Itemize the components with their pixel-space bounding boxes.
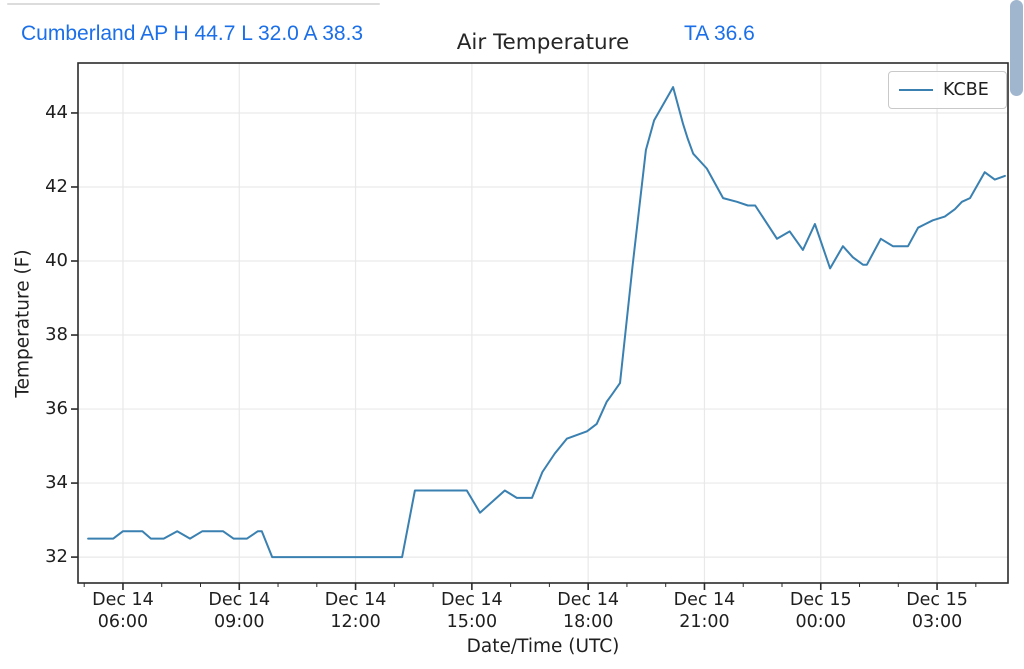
x-tick-time: 21:00 [679,612,730,632]
x-tick-label: Dec 15 00:00 [766,589,876,633]
x-tick-date: Dec 14 [441,590,503,610]
x-tick-time: 18:00 [562,612,614,632]
y-tick-label: 32 [45,546,68,568]
y-tick-label: 40 [45,250,68,271]
y-tick-label: 34 [45,472,68,494]
chart-title: Air Temperature [456,30,630,55]
x-tick-label: Dec 14 15:00 [417,589,527,633]
y-tick-label: 38 [45,324,68,346]
x-tick-date: Dec 14 [92,590,154,610]
legend-label: KCBE [943,80,989,100]
x-tick-time: 09:00 [214,612,265,632]
x-tick-date: Dec 14 [673,590,736,610]
x-tick-date: Dec 15 [906,590,968,610]
y-axis-label: Temperature (F) [12,249,34,398]
x-tick-date: Dec 14 [324,590,387,610]
temperature-line [87,86,1006,559]
legend: KCBE [888,71,1007,109]
x-tick-label: Dec 14 18:00 [533,589,643,633]
y-tick-label: 36 [45,398,68,420]
scrollbar-thumb[interactable] [1010,0,1023,96]
x-tick-label: Dec 14 06:00 [68,589,178,633]
y-tick-label: 42 [45,175,68,197]
x-tick-label: Dec 14 12:00 [301,589,411,633]
x-tick-label: Dec 15 03:00 [882,589,992,633]
top-divider [7,3,380,5]
plot-border [77,62,1009,584]
x-tick-time: 12:00 [330,612,381,632]
kcbe-line-swatch-icon [899,88,933,92]
station-summary-text: Cumberland AP H 44.7 L 32.0 A 38.3 [21,22,364,45]
x-tick-time: 06:00 [97,612,149,632]
x-tick-date: Dec 15 [789,590,852,610]
x-tick-label: Dec 14 21:00 [649,589,759,633]
x-tick-date: Dec 14 [557,590,619,610]
x-tick-time: 15:00 [446,612,498,632]
x-tick-time: 03:00 [911,612,963,632]
ta-value-text: TA 36.6 [684,22,755,45]
x-tick-label: Dec 14 09:00 [184,589,294,633]
x-tick-date: Dec 14 [208,590,271,610]
x-axis-label: Date/Time (UTC) [466,636,620,657]
x-tick-time: 00:00 [795,612,846,632]
y-tick-label: 44 [45,101,68,123]
